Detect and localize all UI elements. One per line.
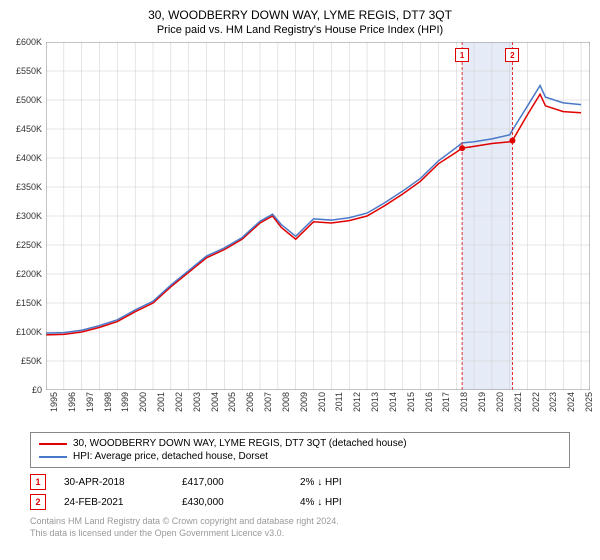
line-chart (46, 42, 590, 390)
marker-delta: 4% ↓ HPI (300, 497, 342, 508)
x-tick-label: 2001 (156, 392, 166, 412)
x-tick-label: 2015 (406, 392, 416, 412)
x-tick-label: 1999 (120, 392, 130, 412)
y-tick-label: £550K (16, 66, 42, 76)
x-tick-label: 2025 (584, 392, 594, 412)
marker-flag: 1 (455, 48, 469, 62)
marker-price: £430,000 (182, 497, 282, 508)
chart-title: 30, WOODBERRY DOWN WAY, LYME REGIS, DT7 … (0, 0, 600, 22)
x-tick-label: 2021 (513, 392, 523, 412)
y-tick-label: £450K (16, 124, 42, 134)
footer-line-2: This data is licensed under the Open Gov… (30, 528, 570, 540)
x-tick-label: 1998 (103, 392, 113, 412)
x-tick-label: 2006 (245, 392, 255, 412)
x-tick-label: 2000 (138, 392, 148, 412)
y-tick-label: £0 (32, 385, 42, 395)
legend-label: HPI: Average price, detached house, Dors… (73, 451, 268, 462)
y-tick-label: £150K (16, 298, 42, 308)
x-tick-label: 2011 (334, 392, 344, 411)
footer-line-1: Contains HM Land Registry data © Crown c… (30, 516, 570, 528)
marker-table-row: 2 24-FEB-2021 £430,000 4% ↓ HPI (30, 492, 570, 512)
x-tick-label: 2020 (495, 392, 505, 412)
marker-delta: 2% ↓ HPI (300, 477, 342, 488)
legend-item: 30, WOODBERRY DOWN WAY, LYME REGIS, DT7 … (39, 437, 561, 450)
x-tick-label: 1997 (85, 392, 95, 412)
y-tick-label: £100K (16, 327, 42, 337)
x-tick-label: 2018 (459, 392, 469, 412)
x-tick-label: 2003 (192, 392, 202, 412)
x-tick-label: 2017 (441, 392, 451, 412)
marker-date: 24-FEB-2021 (64, 497, 164, 508)
marker-date: 30-APR-2018 (64, 477, 164, 488)
marker-table-row: 1 30-APR-2018 £417,000 2% ↓ HPI (30, 472, 570, 492)
legend: 30, WOODBERRY DOWN WAY, LYME REGIS, DT7 … (30, 432, 570, 468)
x-tick-label: 2012 (352, 392, 362, 412)
x-tick-label: 2016 (424, 392, 434, 412)
y-tick-label: £200K (16, 269, 42, 279)
chart-subtitle: Price paid vs. HM Land Registry's House … (0, 22, 600, 42)
footer-text: Contains HM Land Registry data © Crown c… (30, 516, 570, 539)
x-tick-label: 1995 (49, 392, 59, 412)
y-tick-label: £500K (16, 95, 42, 105)
legend-swatch (39, 443, 67, 445)
y-tick-label: £600K (16, 37, 42, 47)
y-tick-label: £350K (16, 182, 42, 192)
x-tick-label: 2007 (263, 392, 273, 412)
x-tick-label: 2014 (388, 392, 398, 412)
y-tick-label: £300K (16, 211, 42, 221)
y-tick-label: £50K (21, 356, 42, 366)
x-tick-label: 2005 (227, 392, 237, 412)
x-tick-label: 2024 (566, 392, 576, 412)
marker-number: 1 (30, 474, 46, 490)
x-tick-label: 2008 (281, 392, 291, 412)
chart-area: £0£50K£100K£150K£200K£250K£300K£350K£400… (46, 42, 590, 390)
x-tick-label: 2002 (174, 392, 184, 412)
marker-price: £417,000 (182, 477, 282, 488)
x-tick-label: 2010 (317, 392, 327, 412)
x-tick-label: 1996 (67, 392, 77, 412)
legend-item: HPI: Average price, detached house, Dors… (39, 450, 561, 463)
legend-label: 30, WOODBERRY DOWN WAY, LYME REGIS, DT7 … (73, 438, 407, 449)
x-tick-label: 2009 (299, 392, 309, 412)
marker-number: 2 (30, 494, 46, 510)
x-tick-label: 2022 (531, 392, 541, 412)
x-tick-label: 2023 (548, 392, 558, 412)
x-tick-label: 2013 (370, 392, 380, 412)
marker-table: 1 30-APR-2018 £417,000 2% ↓ HPI 2 24-FEB… (30, 472, 570, 512)
x-tick-label: 2019 (477, 392, 487, 412)
marker-flag: 2 (505, 48, 519, 62)
x-axis-labels: 1995 1996 1997 1998 1999 2000 2001 2002 2003 2004… (46, 390, 590, 426)
y-tick-label: £250K (16, 240, 42, 250)
y-tick-label: £400K (16, 153, 42, 163)
legend-swatch (39, 456, 67, 458)
x-tick-label: 2004 (210, 392, 220, 412)
